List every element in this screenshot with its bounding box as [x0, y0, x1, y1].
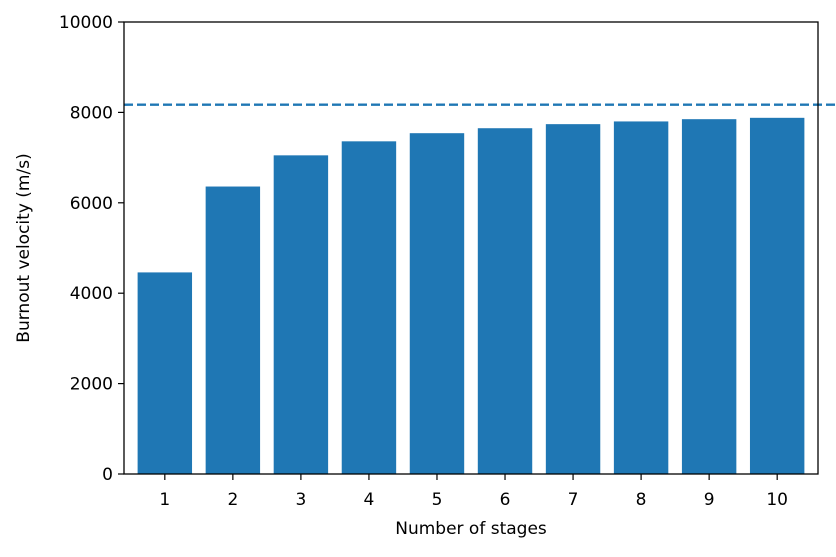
bar-stage-2	[205, 186, 261, 474]
bar-stage-6	[477, 128, 533, 474]
x-tick-label: 9	[704, 490, 715, 510]
bar-stage-8	[613, 121, 669, 474]
x-tick-label: 4	[364, 490, 375, 510]
y-tick-label: 8000	[70, 103, 113, 123]
y-axis-ticks: 0 2000 4000 6000 8000 10000	[59, 13, 124, 485]
x-tick-label: 1	[159, 490, 170, 510]
bar-stage-4	[341, 141, 397, 474]
plot-frame	[123, 21, 819, 475]
y-tick-label: 0	[102, 465, 113, 485]
x-tick-label: 5	[432, 490, 443, 510]
x-tick-label: 3	[295, 490, 306, 510]
bar-stage-5	[409, 133, 465, 474]
x-tick-label: 6	[500, 490, 511, 510]
x-axis-ticks: 1 2 3 4 5 6 7 8 9 10	[159, 474, 788, 510]
bar-stage-3	[273, 155, 329, 474]
bar-stage-10	[749, 117, 805, 474]
bars-group	[137, 117, 805, 475]
y-tick-label: 6000	[70, 194, 113, 214]
x-tick-label: 2	[227, 490, 238, 510]
x-tick-label: 7	[568, 490, 579, 510]
x-axis-label: Number of stages	[395, 519, 547, 539]
bar-stage-9	[681, 119, 737, 475]
bar-stage-7	[545, 124, 601, 475]
x-tick-label: 10	[766, 490, 788, 510]
bar-stage-1	[137, 272, 193, 474]
y-tick-label: 4000	[70, 284, 113, 304]
y-tick-label: 10000	[59, 13, 113, 33]
x-tick-label: 8	[636, 490, 647, 510]
y-axis-label: Burnout velocity (m/s)	[14, 153, 34, 342]
y-tick-label: 2000	[70, 375, 113, 395]
